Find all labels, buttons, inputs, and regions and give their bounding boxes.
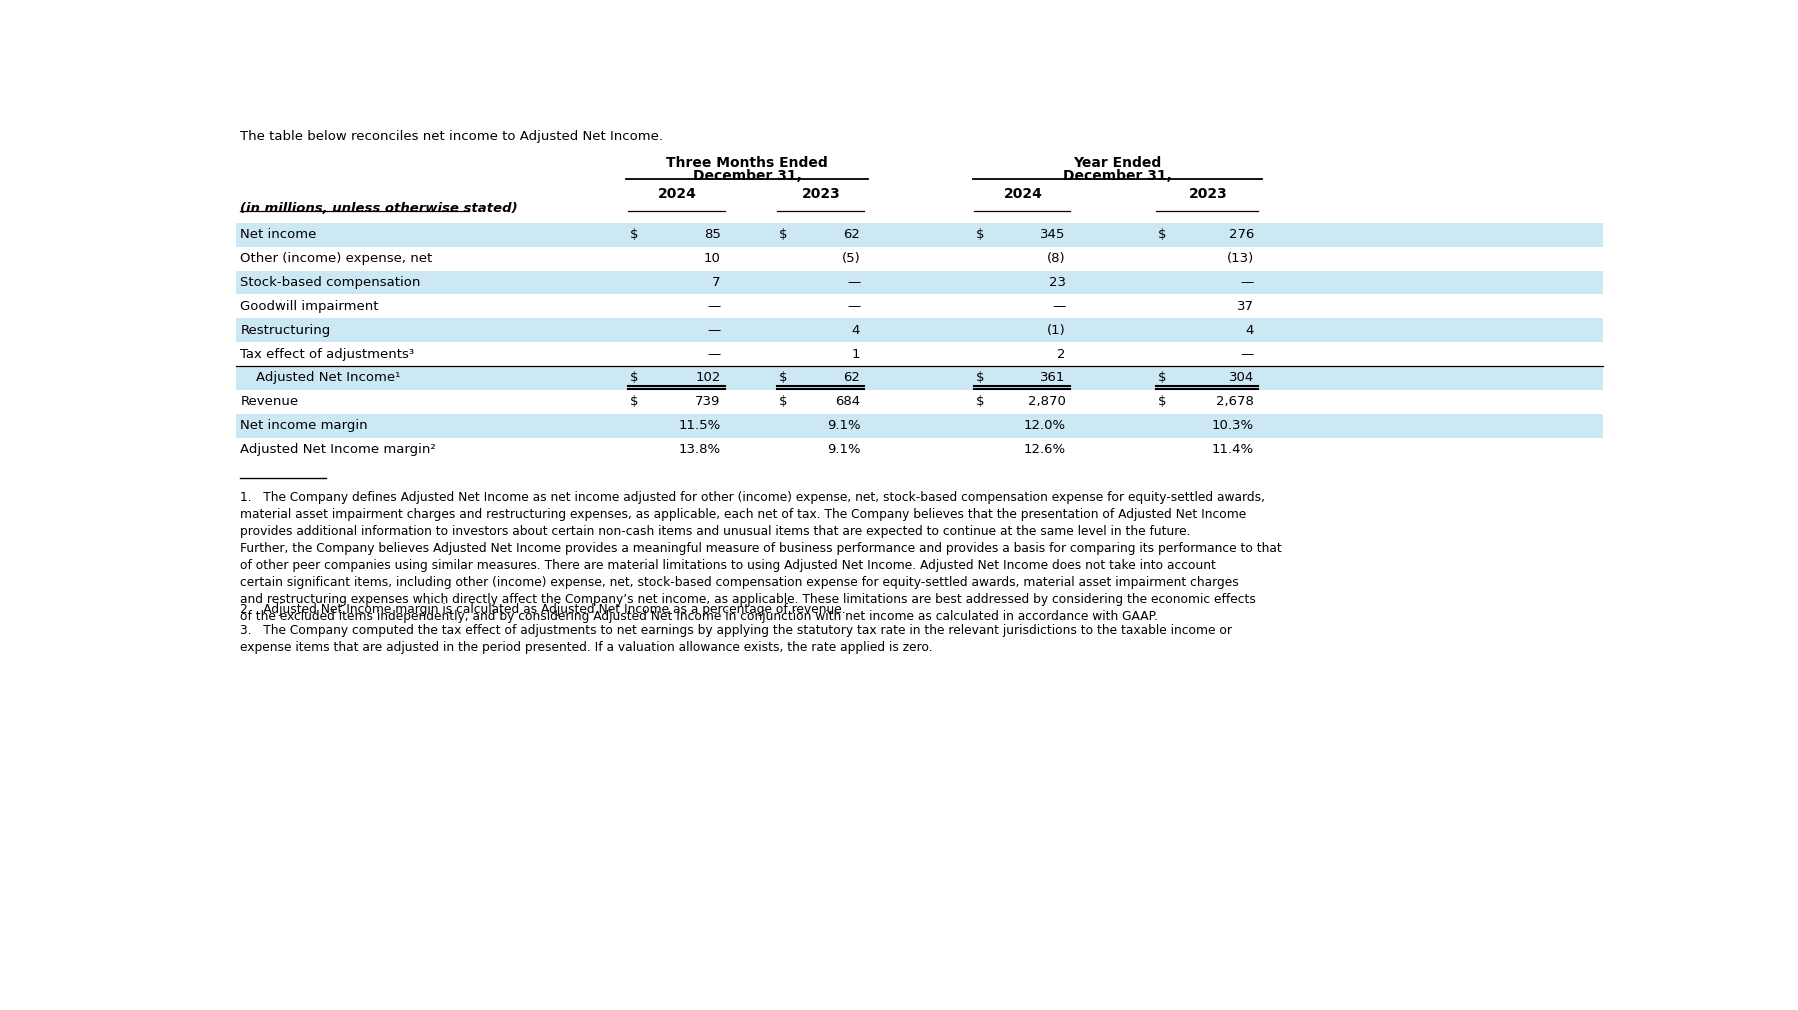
Text: 2: 2 (1057, 347, 1066, 361)
Text: 2023: 2023 (802, 187, 841, 201)
Text: 102: 102 (696, 372, 721, 385)
Text: 12.6%: 12.6% (1023, 443, 1066, 457)
Text: 276: 276 (1228, 228, 1253, 241)
Text: Stock-based compensation: Stock-based compensation (241, 276, 421, 289)
Text: 12.0%: 12.0% (1023, 419, 1066, 432)
Text: $: $ (976, 228, 985, 241)
Text: (13): (13) (1226, 252, 1253, 266)
Text: —: — (1241, 276, 1253, 289)
Text: 2023: 2023 (1188, 187, 1228, 201)
Bar (236, 271, 1602, 295)
Text: 2.   Adjusted Net Income margin is calculated as Adjusted Net Income as a percen: 2. Adjusted Net Income margin is calcula… (241, 603, 845, 616)
Bar (236, 223, 1602, 246)
Text: (in millions, unless otherwise stated): (in millions, unless otherwise stated) (241, 202, 518, 215)
Text: —: — (847, 300, 859, 313)
Text: Tax effect of adjustments³: Tax effect of adjustments³ (241, 347, 414, 361)
Bar (236, 414, 1602, 437)
Text: 10.3%: 10.3% (1212, 419, 1253, 432)
Text: 3.   The Company computed the tax effect of adjustments to net earnings by apply: 3. The Company computed the tax effect o… (241, 624, 1232, 654)
Text: —: — (707, 300, 721, 313)
Text: —: — (1052, 300, 1066, 313)
Bar (236, 318, 1602, 342)
Text: Year Ended: Year Ended (1073, 156, 1162, 170)
Text: (8): (8) (1046, 252, 1066, 266)
Text: 2,870: 2,870 (1028, 395, 1066, 408)
Text: The table below reconciles net income to Adjusted Net Income.: The table below reconciles net income to… (241, 130, 663, 143)
Text: 37: 37 (1237, 300, 1253, 313)
Text: (5): (5) (841, 252, 859, 266)
Text: 345: 345 (1041, 228, 1066, 241)
Text: 11.5%: 11.5% (678, 419, 721, 432)
Text: $: $ (976, 372, 985, 385)
Text: Net income: Net income (241, 228, 316, 241)
Text: 1: 1 (852, 347, 859, 361)
Text: $: $ (629, 372, 638, 385)
Text: December 31,: December 31, (1063, 169, 1172, 183)
Text: $: $ (779, 228, 788, 241)
Text: 11.4%: 11.4% (1212, 443, 1253, 457)
Text: Goodwill impairment: Goodwill impairment (241, 300, 379, 313)
Text: 684: 684 (834, 395, 859, 408)
Text: 739: 739 (696, 395, 721, 408)
Text: 62: 62 (843, 372, 859, 385)
Text: Revenue: Revenue (241, 395, 298, 408)
Text: 304: 304 (1228, 372, 1253, 385)
Text: 10: 10 (703, 252, 721, 266)
Text: (1): (1) (1046, 324, 1066, 336)
Text: 1.   The Company defines Adjusted Net Income as net income adjusted for other (i: 1. The Company defines Adjusted Net Inco… (241, 491, 1282, 623)
Text: $: $ (779, 395, 788, 408)
Text: 9.1%: 9.1% (827, 443, 859, 457)
Text: 361: 361 (1041, 372, 1066, 385)
Text: 2024: 2024 (1003, 187, 1043, 201)
Text: Three Months Ended: Three Months Ended (667, 156, 827, 170)
Text: —: — (1241, 347, 1253, 361)
Text: Restructuring: Restructuring (241, 324, 331, 336)
Text: 62: 62 (843, 228, 859, 241)
Text: 13.8%: 13.8% (678, 443, 721, 457)
Text: 85: 85 (703, 228, 721, 241)
Text: 23: 23 (1048, 276, 1066, 289)
Text: $: $ (1158, 372, 1167, 385)
Text: —: — (847, 276, 859, 289)
Text: $: $ (629, 228, 638, 241)
Text: 4: 4 (852, 324, 859, 336)
Text: Net income margin: Net income margin (241, 419, 369, 432)
Text: December 31,: December 31, (692, 169, 802, 183)
Text: 2024: 2024 (658, 187, 698, 201)
Text: $: $ (779, 372, 788, 385)
Text: 7: 7 (712, 276, 721, 289)
Text: Adjusted Net Income¹: Adjusted Net Income¹ (255, 372, 401, 385)
Text: 9.1%: 9.1% (827, 419, 859, 432)
Bar (236, 366, 1602, 390)
Text: $: $ (976, 395, 985, 408)
Text: 4: 4 (1246, 324, 1253, 336)
Text: $: $ (1158, 228, 1167, 241)
Text: $: $ (629, 395, 638, 408)
Text: $: $ (1158, 395, 1167, 408)
Text: Adjusted Net Income margin²: Adjusted Net Income margin² (241, 443, 435, 457)
Text: Other (income) expense, net: Other (income) expense, net (241, 252, 433, 266)
Text: 2,678: 2,678 (1215, 395, 1253, 408)
Text: —: — (707, 324, 721, 336)
Text: —: — (707, 347, 721, 361)
